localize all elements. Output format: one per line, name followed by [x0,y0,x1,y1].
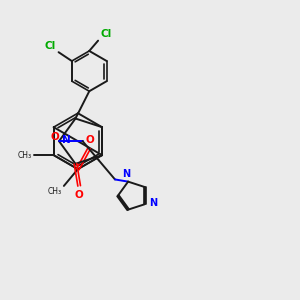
Text: O: O [51,133,59,142]
Text: O: O [86,135,94,145]
Text: O: O [75,190,83,200]
Text: Cl: Cl [100,29,112,39]
Text: N: N [149,198,157,208]
Text: CH₃: CH₃ [48,188,62,196]
Text: N: N [122,169,130,179]
Text: N: N [62,135,71,145]
Text: CH₃: CH₃ [18,151,32,160]
Text: Cl: Cl [45,41,56,51]
